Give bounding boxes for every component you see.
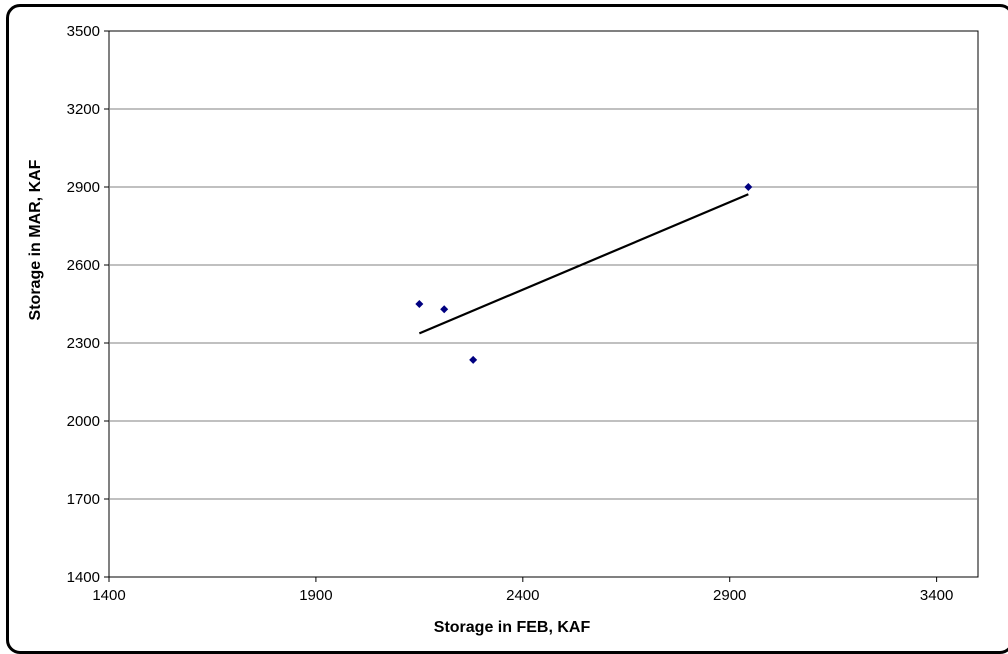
y-tick-label-3200: 3200: [67, 101, 100, 118]
data-point-4: [744, 183, 753, 191]
y-tick-label-2300: 2300: [67, 335, 100, 352]
x-tick-label-1900: 1900: [299, 587, 332, 604]
x-axis-title: Storage in FEB, KAF: [434, 619, 591, 636]
y-tick-label-2900: 2900: [67, 179, 100, 196]
gridlines: [109, 108, 978, 500]
y-tick-label-2600: 2600: [67, 257, 100, 274]
y-tick-label-2000: 2000: [67, 413, 100, 430]
y-axis-title: Storage in MAR, KAF: [27, 159, 44, 320]
data-points: [415, 183, 753, 364]
y-tick-label-1400: 1400: [67, 569, 100, 586]
y-tick-label-1700: 1700: [67, 491, 100, 508]
x-axis-ticks: 1400 1900 2400 2900 3400: [92, 577, 953, 604]
y-axis-ticks: 1400 1700 2000 2300 2600 2900 3200 3500: [67, 23, 109, 586]
x-tick-label-1400: 1400: [92, 587, 125, 604]
trendline-group: [418, 193, 749, 335]
plot-area: [108, 30, 979, 578]
x-tick-label-3400: 3400: [920, 587, 953, 604]
x-tick-label-2900: 2900: [713, 587, 746, 604]
data-point-3: [469, 355, 478, 364]
trendline: [418, 193, 749, 335]
data-point-1: [415, 300, 424, 308]
y-tick-label-3500: 3500: [67, 23, 100, 40]
x-tick-label-2400: 2400: [506, 587, 539, 604]
data-point-2: [440, 305, 449, 314]
